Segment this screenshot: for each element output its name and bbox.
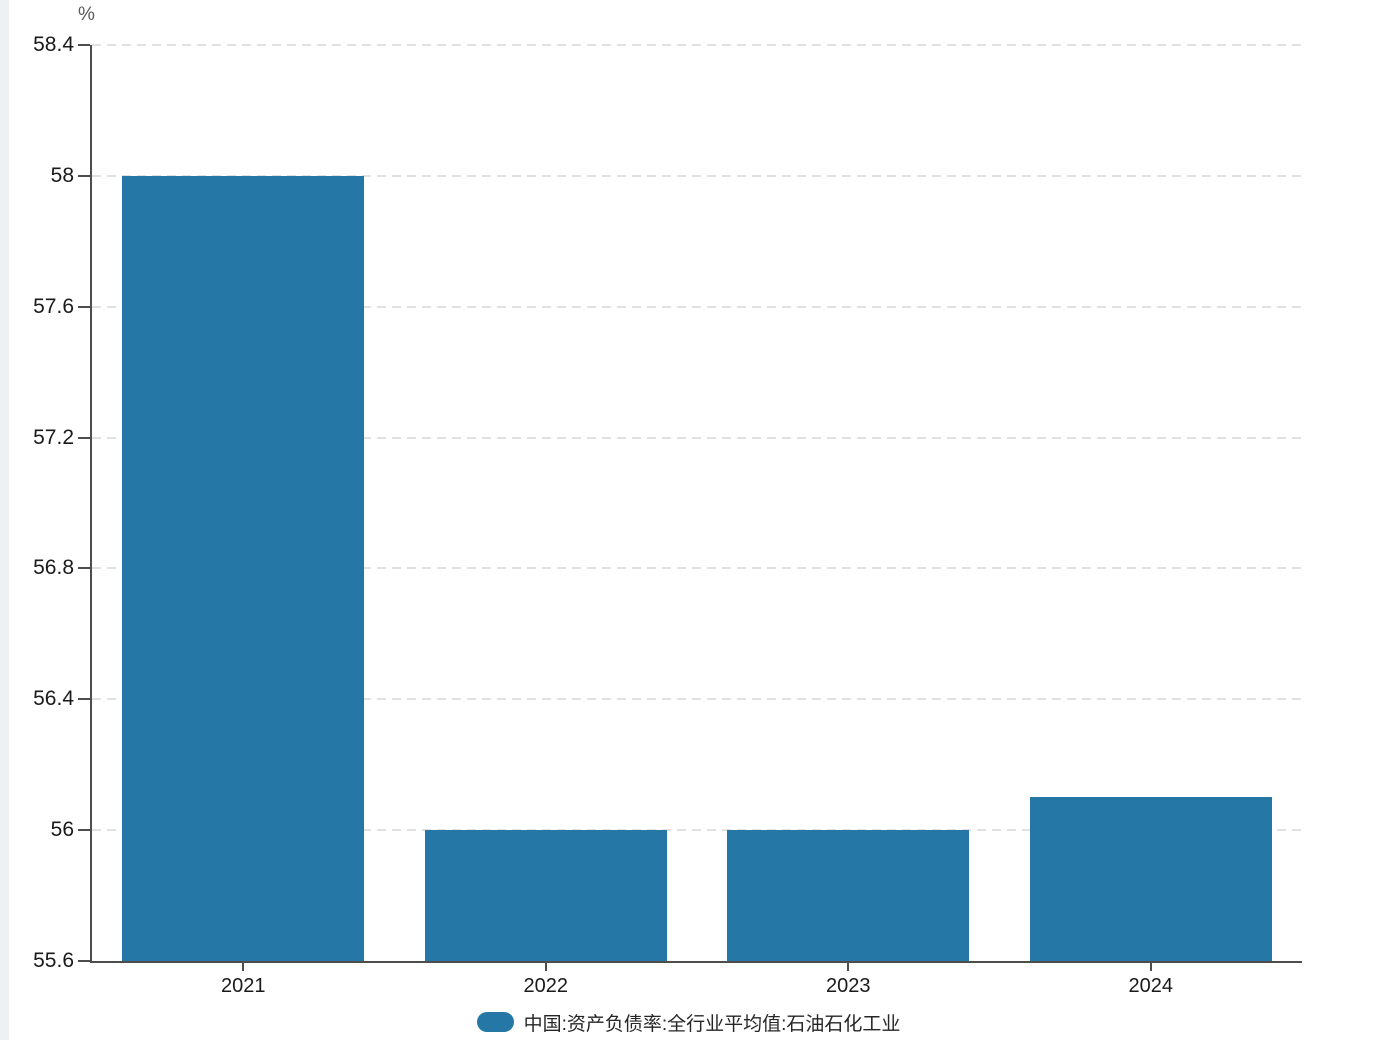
- y-tick-label: 57.2: [33, 425, 74, 449]
- x-tick-label-2023: 2023: [826, 975, 871, 997]
- legend[interactable]: 中国:资产负债率:全行业平均值:石油石化工业: [0, 1008, 1377, 1036]
- y-tick-label: 57.6: [33, 294, 74, 318]
- y-axis-tick: [78, 829, 90, 832]
- gridline: [92, 829, 1302, 832]
- y-tick-label: 58.4: [33, 33, 74, 56]
- bar-2022[interactable]: [424, 830, 667, 961]
- gridline: [92, 698, 1302, 701]
- legend-label[interactable]: 中国:资产负债率:全行业平均值:石油石化工业: [523, 1013, 901, 1035]
- bar-2024[interactable]: [1029, 797, 1272, 961]
- page-left-edge: [0, 0, 9, 1040]
- x-axis-tick: [1149, 961, 1152, 971]
- gridline: [92, 305, 1302, 308]
- gridline: [92, 44, 1302, 46]
- x-axis-tick: [242, 961, 245, 971]
- y-axis-tick: [78, 436, 90, 439]
- y-tick-label: 56.8: [33, 556, 74, 580]
- y-axis-tick: [78, 960, 90, 962]
- x-tick-label-2021: 2021: [221, 975, 266, 997]
- y-axis-tick: [78, 305, 90, 308]
- y-tick-label: 58: [50, 163, 74, 187]
- x-axis-line: [90, 961, 1302, 963]
- x-axis-tick: [544, 961, 547, 971]
- gridline: [92, 436, 1302, 439]
- gridline: [92, 567, 1302, 570]
- y-axis-tick: [78, 174, 90, 177]
- y-axis-unit-label: %: [78, 4, 95, 25]
- x-tick-label-2024: 2024: [1128, 975, 1174, 997]
- y-tick-label: 56: [50, 818, 74, 842]
- y-axis-tick: [78, 567, 90, 570]
- x-axis-tick: [847, 961, 850, 971]
- y-axis-tick: [78, 44, 90, 46]
- plot-area: 58.4 58 57.6 57.2 56.8 56.4 56 55.6 2021 2022 2023…: [33, 33, 1302, 997]
- y-tick-label: 55.6: [33, 949, 74, 972]
- x-tick-label-2022: 2022: [523, 975, 569, 997]
- gridline: [92, 174, 1302, 177]
- bar-2023[interactable]: [727, 830, 970, 961]
- legend-swatch[interactable]: [476, 1012, 514, 1032]
- y-axis-tick: [78, 698, 90, 701]
- y-axis-line: [90, 45, 92, 961]
- y-tick-label: 56.4: [33, 687, 74, 711]
- bar-2021[interactable]: [122, 175, 365, 961]
